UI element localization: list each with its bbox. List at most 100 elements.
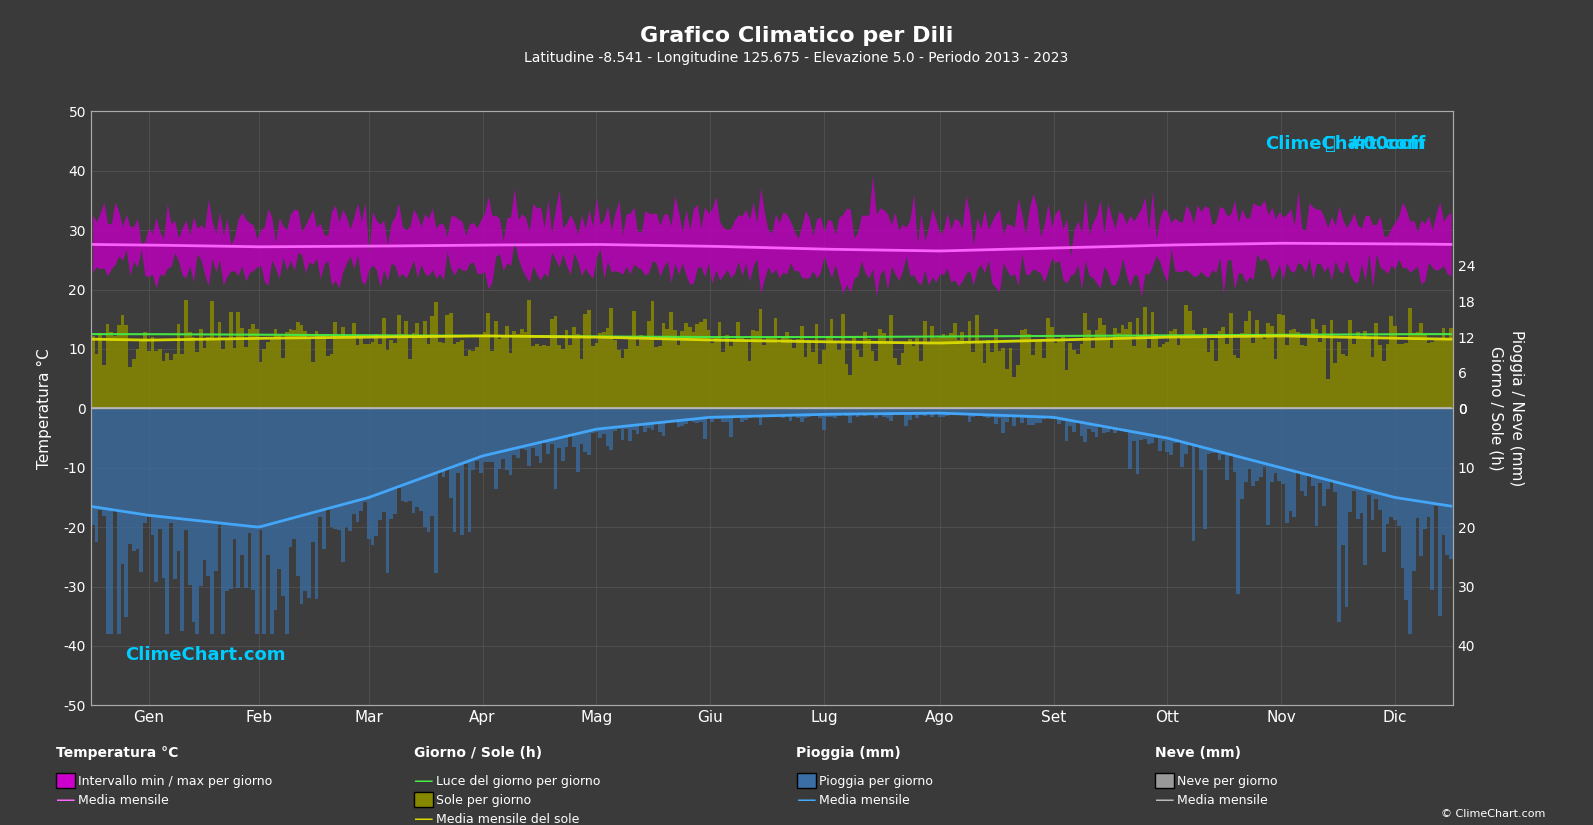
Bar bbox=[491, 408, 494, 462]
Bar bbox=[400, 408, 405, 502]
Bar bbox=[1300, 345, 1303, 408]
Bar bbox=[344, 337, 349, 408]
Bar bbox=[266, 408, 269, 555]
Bar bbox=[1252, 408, 1255, 486]
Bar bbox=[919, 361, 922, 408]
Bar bbox=[1333, 363, 1337, 408]
Bar bbox=[1150, 312, 1155, 408]
Bar bbox=[1337, 342, 1341, 408]
Text: Latitudine -8.541 - Longitudine 125.675 - Elevazione 5.0 - Periodo 2013 - 2023: Latitudine -8.541 - Longitudine 125.675 … bbox=[524, 51, 1069, 65]
Bar bbox=[602, 332, 605, 408]
Bar bbox=[344, 408, 349, 527]
Bar bbox=[124, 408, 127, 616]
Bar bbox=[1002, 408, 1005, 432]
Bar bbox=[538, 346, 542, 408]
Bar bbox=[975, 315, 980, 408]
Bar bbox=[1300, 408, 1303, 491]
Bar bbox=[422, 408, 427, 526]
Bar bbox=[269, 408, 274, 634]
Bar bbox=[553, 408, 558, 489]
Bar bbox=[580, 360, 583, 408]
Bar bbox=[546, 408, 550, 454]
Bar bbox=[497, 408, 502, 469]
Bar bbox=[1281, 315, 1286, 408]
Bar bbox=[736, 408, 741, 417]
Bar bbox=[427, 344, 430, 408]
Bar bbox=[1228, 313, 1233, 408]
Bar bbox=[583, 408, 588, 452]
Bar bbox=[542, 408, 546, 443]
Bar bbox=[116, 408, 121, 634]
Bar bbox=[1434, 340, 1438, 408]
Bar bbox=[542, 345, 546, 408]
Bar bbox=[1370, 408, 1375, 520]
Bar bbox=[292, 408, 296, 540]
Bar bbox=[1027, 408, 1031, 425]
Bar bbox=[1289, 408, 1292, 512]
Bar bbox=[967, 408, 972, 422]
Bar bbox=[894, 359, 897, 408]
Bar bbox=[677, 408, 680, 427]
Bar bbox=[382, 408, 386, 512]
Bar bbox=[1139, 408, 1144, 441]
Bar bbox=[405, 408, 408, 502]
Bar bbox=[1247, 311, 1252, 408]
Bar bbox=[983, 408, 986, 417]
Bar bbox=[483, 408, 486, 463]
Bar bbox=[516, 408, 519, 458]
Bar bbox=[143, 408, 147, 523]
Bar bbox=[247, 329, 252, 408]
Bar bbox=[135, 349, 139, 408]
Bar bbox=[1431, 408, 1434, 591]
Bar bbox=[1150, 408, 1155, 443]
Bar bbox=[755, 408, 758, 417]
Bar bbox=[1166, 408, 1169, 452]
Bar bbox=[647, 408, 650, 428]
Bar bbox=[875, 408, 878, 417]
Bar bbox=[1158, 347, 1161, 408]
Bar bbox=[714, 338, 718, 408]
Bar bbox=[244, 408, 247, 587]
Bar bbox=[207, 337, 210, 408]
Bar bbox=[658, 346, 661, 408]
Bar bbox=[841, 408, 844, 414]
Bar bbox=[1356, 408, 1359, 519]
Bar bbox=[1274, 408, 1278, 473]
Bar bbox=[602, 408, 605, 434]
Bar bbox=[296, 322, 299, 408]
Bar bbox=[457, 408, 460, 473]
Bar bbox=[1214, 361, 1217, 408]
Text: Media mensile: Media mensile bbox=[78, 794, 169, 807]
Bar bbox=[1311, 408, 1314, 486]
Bar bbox=[1203, 408, 1206, 529]
Bar bbox=[1206, 351, 1211, 408]
Bar bbox=[91, 408, 94, 526]
Bar bbox=[916, 408, 919, 418]
Bar bbox=[666, 329, 669, 408]
Bar bbox=[953, 408, 956, 415]
Bar bbox=[1064, 370, 1069, 408]
Bar bbox=[1381, 408, 1386, 552]
Bar bbox=[886, 344, 889, 408]
Bar bbox=[299, 325, 304, 408]
Bar bbox=[304, 331, 307, 408]
Bar bbox=[188, 332, 191, 408]
Bar bbox=[803, 408, 808, 418]
Bar bbox=[94, 354, 99, 408]
Bar bbox=[933, 408, 938, 413]
Bar bbox=[1308, 408, 1311, 476]
Bar bbox=[546, 346, 550, 408]
Bar bbox=[1270, 327, 1274, 408]
Bar bbox=[1225, 344, 1228, 408]
Bar bbox=[1072, 350, 1075, 408]
Bar bbox=[661, 323, 666, 408]
Bar bbox=[535, 344, 538, 408]
Bar bbox=[825, 408, 830, 417]
Bar bbox=[830, 318, 833, 408]
Bar bbox=[691, 408, 695, 422]
Bar bbox=[1061, 408, 1064, 422]
Bar bbox=[460, 340, 464, 408]
Bar bbox=[191, 337, 196, 408]
Bar bbox=[758, 408, 763, 425]
Text: Neve (mm): Neve (mm) bbox=[1155, 747, 1241, 761]
